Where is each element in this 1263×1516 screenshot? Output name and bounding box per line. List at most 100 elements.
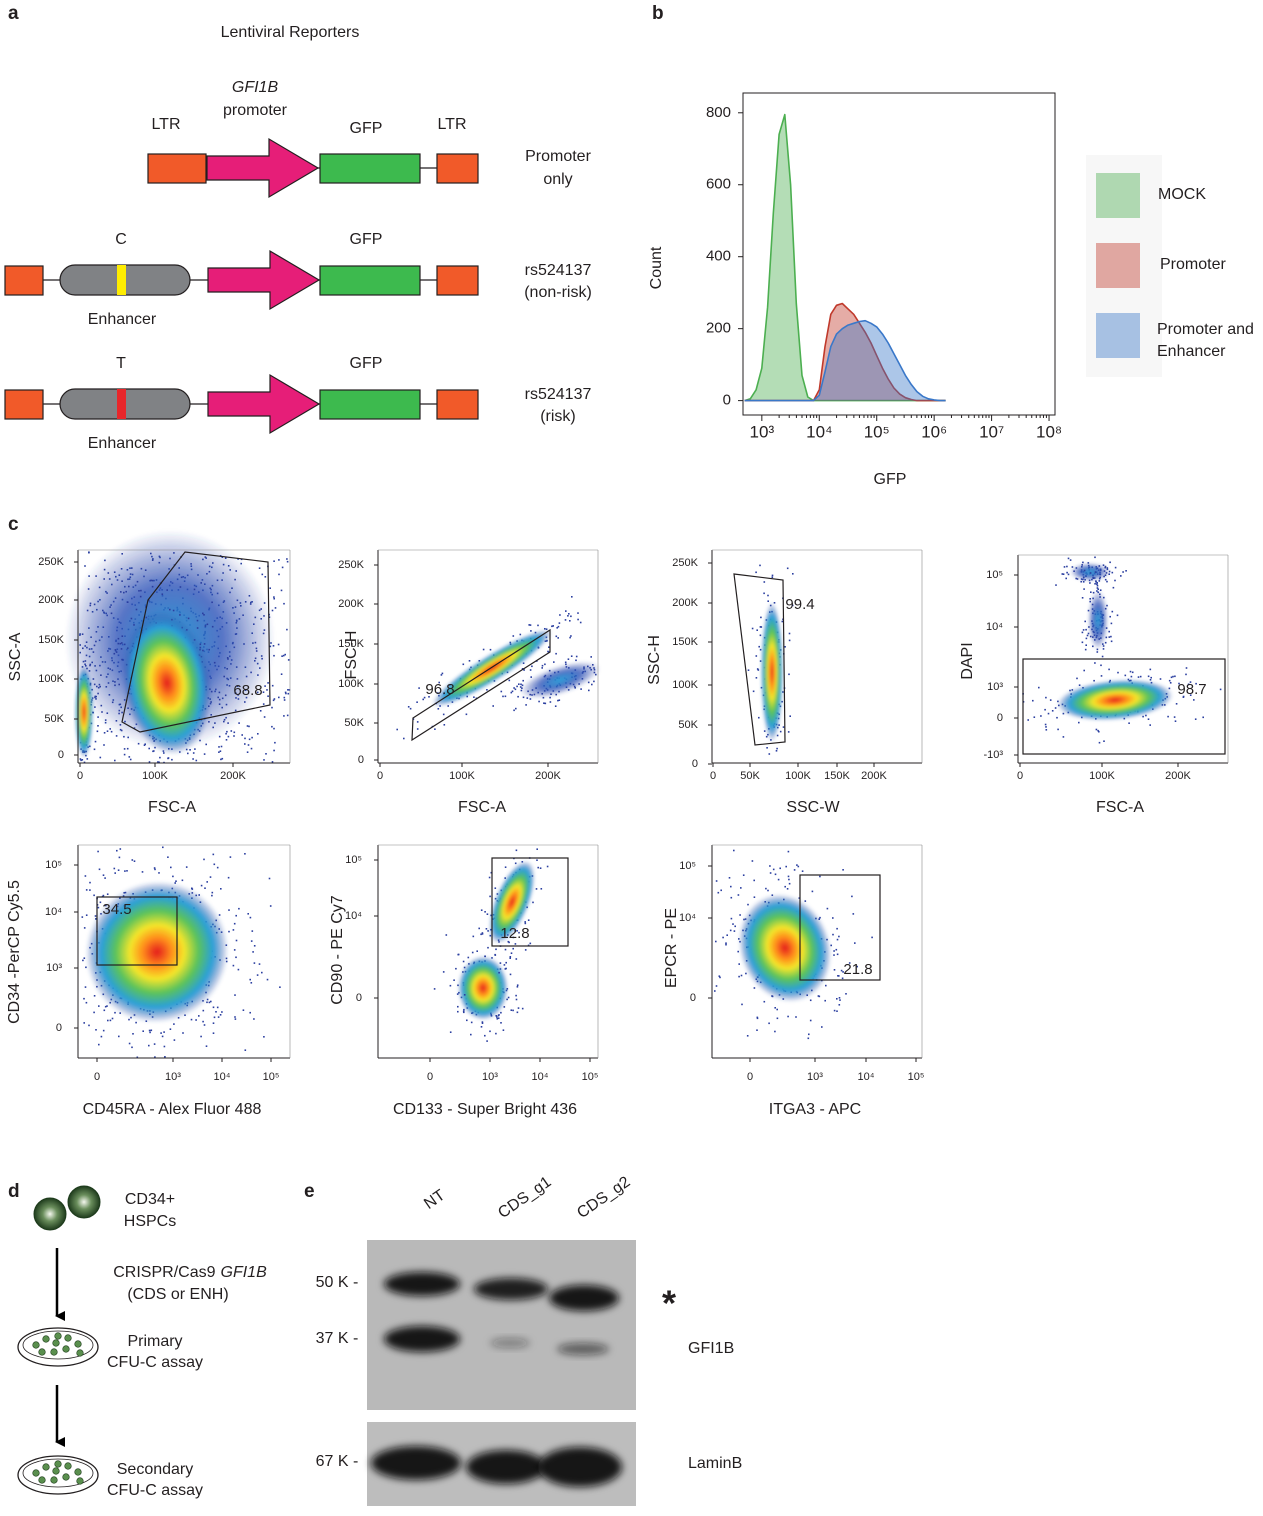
flow-event	[522, 1008, 524, 1010]
flow-event	[269, 587, 271, 589]
flow-event	[774, 1031, 776, 1033]
flow-event	[540, 867, 542, 869]
flow-event	[837, 954, 839, 956]
flow-event	[248, 726, 250, 728]
flow-event	[173, 610, 175, 612]
y-tick-label: 250K	[672, 557, 698, 569]
flow-event	[228, 931, 230, 933]
flow-event	[434, 988, 436, 990]
flow-event	[768, 1023, 770, 1025]
mw-marker: 37 K -	[316, 1330, 359, 1347]
flow-event	[718, 892, 720, 894]
flow-event	[118, 638, 120, 640]
flow-event	[505, 866, 507, 868]
flow-event	[1034, 716, 1036, 718]
flow-event	[1142, 716, 1144, 718]
flow-event	[87, 610, 89, 612]
flow-event	[234, 994, 236, 996]
flow-event	[494, 954, 496, 956]
flow-event	[214, 1017, 216, 1019]
flow-event	[230, 856, 232, 858]
flow-event	[832, 934, 834, 936]
flow-event	[515, 708, 517, 710]
y-tick-label: 600	[706, 176, 731, 193]
flow-event	[498, 972, 500, 974]
flow-event	[231, 587, 233, 589]
flow-event	[455, 968, 457, 970]
flow-event	[767, 890, 769, 892]
gfp-box	[320, 154, 420, 183]
flow-event	[450, 985, 452, 987]
flow-event	[438, 708, 440, 710]
x-tick-label: 0	[77, 770, 83, 782]
flow-event	[792, 573, 794, 575]
flow-event	[148, 1045, 150, 1047]
gate-percent: 96.8	[425, 681, 454, 698]
density-blob	[1088, 590, 1108, 650]
flow-event	[1045, 724, 1047, 726]
flow-event	[769, 753, 771, 755]
flow-event	[124, 754, 126, 756]
flow-event	[1149, 724, 1151, 726]
y-tick-label: 10⁵	[986, 569, 1003, 581]
panel-letter: d	[8, 1181, 20, 1202]
flow-event	[821, 1026, 823, 1028]
flow-event	[1096, 583, 1098, 585]
flow-event	[1195, 718, 1197, 720]
flow-event	[403, 738, 405, 740]
flow-event	[235, 915, 237, 917]
flow-event	[201, 885, 203, 887]
flow-event	[112, 702, 114, 704]
flow-event	[95, 915, 97, 917]
flow-event	[544, 664, 546, 666]
flow-event	[114, 760, 116, 762]
density-blob	[1055, 675, 1174, 725]
flow-event	[225, 695, 227, 697]
y-axis-label: CD90 - PE Cy7	[329, 895, 346, 1004]
y-tick-label: 0	[356, 992, 362, 1004]
x-tick-label: 200K	[220, 770, 246, 782]
flow-event	[123, 736, 125, 738]
flow-event	[1114, 580, 1116, 582]
flow-event	[1083, 670, 1085, 672]
flow-event	[515, 863, 517, 865]
flow-event	[765, 888, 767, 890]
flow-event	[209, 1002, 211, 1004]
flow-event	[1132, 672, 1134, 674]
flow-event	[226, 739, 228, 741]
flow-event	[173, 1023, 175, 1025]
flow-event	[100, 757, 102, 759]
flow-event	[1120, 575, 1122, 577]
flow-event	[104, 732, 106, 734]
flow-event	[559, 699, 561, 701]
flow-event	[524, 921, 526, 923]
flow-event	[772, 575, 774, 577]
flow-event	[86, 641, 88, 643]
flow-event	[795, 1016, 797, 1018]
flow-event	[220, 888, 222, 890]
colony	[77, 1350, 84, 1357]
flow-event	[446, 934, 448, 936]
flow-event	[484, 956, 486, 958]
flow-event	[504, 964, 506, 966]
flow-event	[1167, 716, 1169, 718]
flow-event	[511, 1009, 513, 1011]
band	[384, 1272, 460, 1296]
flow-event	[142, 1030, 144, 1032]
flow-event	[1097, 651, 1099, 653]
flow-event	[214, 662, 216, 664]
y-axis-label: CD34 -PerCP Cy5.5	[6, 880, 23, 1024]
flow-event	[1099, 742, 1101, 744]
legend-label: MOCK	[1158, 184, 1263, 206]
flow-event	[82, 960, 84, 962]
flow-event	[787, 568, 789, 570]
flow-event	[417, 721, 419, 723]
flow-event	[94, 684, 96, 686]
flow-event	[1186, 667, 1188, 669]
flow-event	[1175, 720, 1177, 722]
flow-event	[808, 1034, 810, 1036]
y-tick-label: 0	[56, 1022, 62, 1034]
flow-event	[1111, 641, 1113, 643]
flow-event	[754, 987, 756, 989]
flow-event	[784, 646, 786, 648]
